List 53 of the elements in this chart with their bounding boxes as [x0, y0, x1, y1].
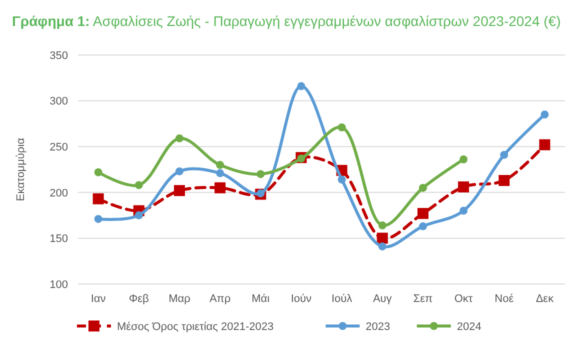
- x-tick-label: Νοέ: [494, 293, 514, 305]
- point: [539, 139, 550, 150]
- y-tick-label: 100: [50, 278, 68, 291]
- x-tick-label: Δεκ: [536, 293, 554, 305]
- point: [175, 167, 184, 176]
- x-tick-label: Ιούν: [290, 293, 312, 305]
- y-tick-label: 250: [50, 141, 68, 154]
- point: [216, 169, 224, 178]
- point: [175, 134, 184, 142]
- y-tick-label: 150: [50, 233, 68, 246]
- point: [214, 182, 226, 194]
- point: [297, 154, 306, 163]
- x-tick-label: Φεβ: [128, 293, 149, 305]
- y-tick-label: 350: [50, 50, 68, 62]
- point: [174, 185, 185, 196]
- point: [92, 193, 104, 204]
- y-tick-label: 200: [50, 187, 68, 200]
- x-tick-label: Αυγ: [372, 293, 392, 305]
- point: [94, 214, 102, 223]
- point: [418, 184, 427, 192]
- x-tick-label: Οκτ: [454, 293, 474, 305]
- point: [94, 168, 102, 176]
- point: [297, 82, 306, 90]
- legend-label: 2023: [366, 320, 390, 333]
- point: [216, 160, 224, 169]
- x-tick-label: Μάι: [252, 293, 270, 305]
- x-tick-label: Ιαν: [90, 293, 106, 305]
- point: [458, 181, 470, 192]
- x-tick-label: Απρ: [209, 293, 231, 305]
- point: [498, 174, 510, 186]
- legend-label: Μέσος Όρος τριετίας 2021-2023: [116, 320, 274, 333]
- x-tick-label: Σεπ: [413, 293, 434, 305]
- point: [338, 176, 346, 184]
- chart-title: Γράφημα 1: Ασφαλίσεις Ζωής - Παραγωγή εγγεγραμμένων ασφαλίστρων 2023-2024 (€): [12, 13, 561, 29]
- x-tick-label: Ιούλ: [331, 293, 353, 305]
- point: [338, 123, 346, 132]
- point: [376, 232, 388, 244]
- point: [460, 206, 468, 215]
- point: [378, 242, 386, 250]
- point: [500, 150, 508, 159]
- point: [134, 181, 143, 190]
- point: [460, 155, 468, 164]
- point: [378, 221, 386, 230]
- point: [418, 222, 427, 230]
- y-tick-label: 300: [50, 96, 68, 108]
- point: [417, 208, 428, 219]
- x-tick-label: Μαρ: [168, 293, 190, 305]
- point: [256, 189, 265, 198]
- point: [134, 211, 143, 220]
- y-axis-title: Εκατομμύρια: [15, 137, 27, 202]
- legend-label: 2024: [456, 320, 482, 333]
- point: [256, 170, 265, 178]
- point: [540, 110, 549, 119]
